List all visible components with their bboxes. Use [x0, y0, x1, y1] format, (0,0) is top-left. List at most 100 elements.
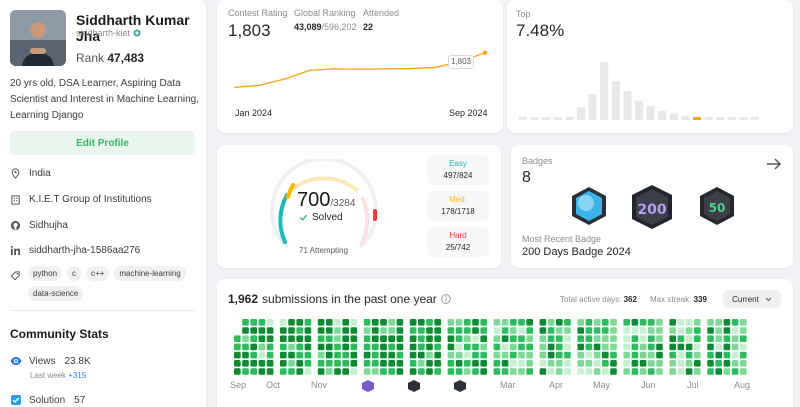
heatmap-day-cell[interactable]	[723, 368, 731, 375]
heatmap-day-cell[interactable]	[372, 319, 379, 326]
heatmap-day-cell[interactable]	[472, 360, 479, 367]
heatmap-day-cell[interactable]	[564, 368, 571, 375]
heatmap-day-cell[interactable]	[418, 319, 425, 326]
heatmap-day-cell[interactable]	[669, 368, 676, 375]
heatmap-day-cell[interactable]	[350, 319, 358, 326]
heatmap-day-cell[interactable]	[501, 360, 509, 367]
heatmap-day-cell[interactable]	[556, 343, 563, 351]
heatmap-day-cell[interactable]	[388, 368, 395, 375]
heatmap-day-cell[interactable]	[396, 343, 404, 351]
heatmap-day-cell[interactable]	[372, 360, 379, 367]
heatmap-day-cell[interactable]	[304, 368, 312, 375]
heatmap-day-cell[interactable]	[715, 351, 722, 359]
heatmap-day-cell[interactable]	[623, 343, 630, 351]
tag-c[interactable]: c	[67, 266, 82, 281]
heatmap-day-cell[interactable]	[455, 335, 463, 342]
heatmap-day-cell[interactable]	[539, 335, 547, 342]
heatmap-day-cell[interactable]	[493, 343, 501, 351]
heatmap-day-cell[interactable]	[602, 335, 609, 342]
heatmap-day-cell[interactable]	[304, 335, 312, 342]
heatmap-day-cell[interactable]	[434, 327, 441, 334]
heatmap-day-cell[interactable]	[388, 319, 395, 326]
heatmap-day-cell[interactable]	[334, 351, 341, 359]
heatmap-day-cell[interactable]	[363, 327, 371, 334]
heatmap-day-cell[interactable]	[288, 368, 295, 375]
heatmap-day-cell[interactable]	[288, 351, 295, 359]
heatmap-day-cell[interactable]	[526, 351, 533, 359]
heatmap-day-cell[interactable]	[669, 335, 676, 342]
heatmap-day-cell[interactable]	[585, 327, 593, 334]
heatmap-day-cell[interactable]	[266, 368, 274, 375]
heatmap-day-cell[interactable]	[304, 327, 312, 334]
heatmap-day-cell[interactable]	[669, 360, 676, 367]
heatmap-day-cell[interactable]	[707, 343, 714, 351]
heatmap-day-cell[interactable]	[258, 360, 266, 367]
heatmap-day-cell[interactable]	[409, 360, 417, 367]
avatar[interactable]	[10, 10, 66, 66]
heatmap-day-cell[interactable]	[363, 360, 371, 367]
heatmap-day-cell[interactable]	[266, 351, 274, 359]
heatmap-day-cell[interactable]	[547, 319, 555, 326]
heatmap-day-cell[interactable]	[280, 335, 287, 342]
heatmap-day-cell[interactable]	[250, 368, 257, 375]
heatmap-day-cell[interactable]	[434, 319, 441, 326]
heatmap-day-cell[interactable]	[631, 343, 639, 351]
heatmap-day-cell[interactable]	[648, 360, 655, 367]
badge-hexagon-blue-icon[interactable]	[569, 185, 609, 227]
heatmap-day-cell[interactable]	[418, 351, 425, 359]
heatmap-day-cell[interactable]	[266, 319, 274, 326]
heatmap-day-cell[interactable]	[480, 360, 487, 367]
heatmap-day-cell[interactable]	[280, 319, 287, 326]
heatmap-day-cell[interactable]	[426, 368, 433, 375]
heatmap-day-cell[interactable]	[350, 368, 358, 375]
heatmap-day-cell[interactable]	[707, 335, 714, 342]
heatmap-day-cell[interactable]	[623, 319, 630, 326]
heatmap-day-cell[interactable]	[669, 343, 676, 351]
heatmap-day-cell[interactable]	[623, 351, 630, 359]
heatmap-day-cell[interactable]	[455, 360, 463, 367]
heatmap-day-cell[interactable]	[602, 343, 609, 351]
heatmap-day-cell[interactable]	[342, 368, 349, 375]
heatmap-day-cell[interactable]	[518, 368, 525, 375]
heatmap-day-cell[interactable]	[326, 360, 333, 367]
heatmap-day-cell[interactable]	[326, 351, 333, 359]
heatmap-day-cell[interactable]	[501, 327, 509, 334]
heatmap-day-cell[interactable]	[694, 360, 701, 367]
heatmap-badge-marker-3[interactable]	[454, 380, 466, 392]
heatmap-day-cell[interactable]	[585, 360, 593, 367]
heatmap-day-cell[interactable]	[242, 351, 249, 359]
heatmap-day-cell[interactable]	[694, 343, 701, 351]
heatmap-day-cell[interactable]	[685, 351, 693, 359]
heatmap-day-cell[interactable]	[715, 335, 722, 342]
rating-line-chart[interactable]	[217, 40, 503, 100]
heatmap-day-cell[interactable]	[577, 360, 584, 367]
heatmap-day-cell[interactable]	[288, 343, 295, 351]
heatmap-day-cell[interactable]	[539, 327, 547, 334]
heatmap-day-cell[interactable]	[631, 351, 639, 359]
heatmap-day-cell[interactable]	[388, 327, 395, 334]
heatmap-day-cell[interactable]	[296, 368, 303, 375]
heatmap-day-cell[interactable]	[723, 360, 731, 367]
heatmap-day-cell[interactable]	[577, 327, 584, 334]
heatmap-day-cell[interactable]	[380, 360, 387, 367]
heatmap-day-cell[interactable]	[234, 335, 241, 342]
heatmap-day-cell[interactable]	[518, 319, 525, 326]
heatmap-day-cell[interactable]	[242, 368, 249, 375]
heatmap-day-cell[interactable]	[685, 335, 693, 342]
heatmap-day-cell[interactable]	[342, 351, 349, 359]
heatmap-day-cell[interactable]	[480, 343, 487, 351]
heatmap-day-cell[interactable]	[258, 327, 266, 334]
heatmap-day-cell[interactable]	[288, 327, 295, 334]
heatmap-day-cell[interactable]	[480, 335, 487, 342]
heatmap-day-cell[interactable]	[547, 343, 555, 351]
heatmap-day-cell[interactable]	[317, 319, 325, 326]
heatmap-day-cell[interactable]	[296, 327, 303, 334]
heatmap-day-cell[interactable]	[593, 351, 601, 359]
heatmap-day-cell[interactable]	[648, 343, 655, 351]
heatmap-day-cell[interactable]	[266, 327, 274, 334]
heatmap-day-cell[interactable]	[493, 335, 501, 342]
heatmap-day-cell[interactable]	[342, 343, 349, 351]
solved-ring-chart[interactable]	[265, 159, 383, 259]
heatmap-day-cell[interactable]	[731, 335, 739, 342]
heatmap-day-cell[interactable]	[464, 360, 471, 367]
